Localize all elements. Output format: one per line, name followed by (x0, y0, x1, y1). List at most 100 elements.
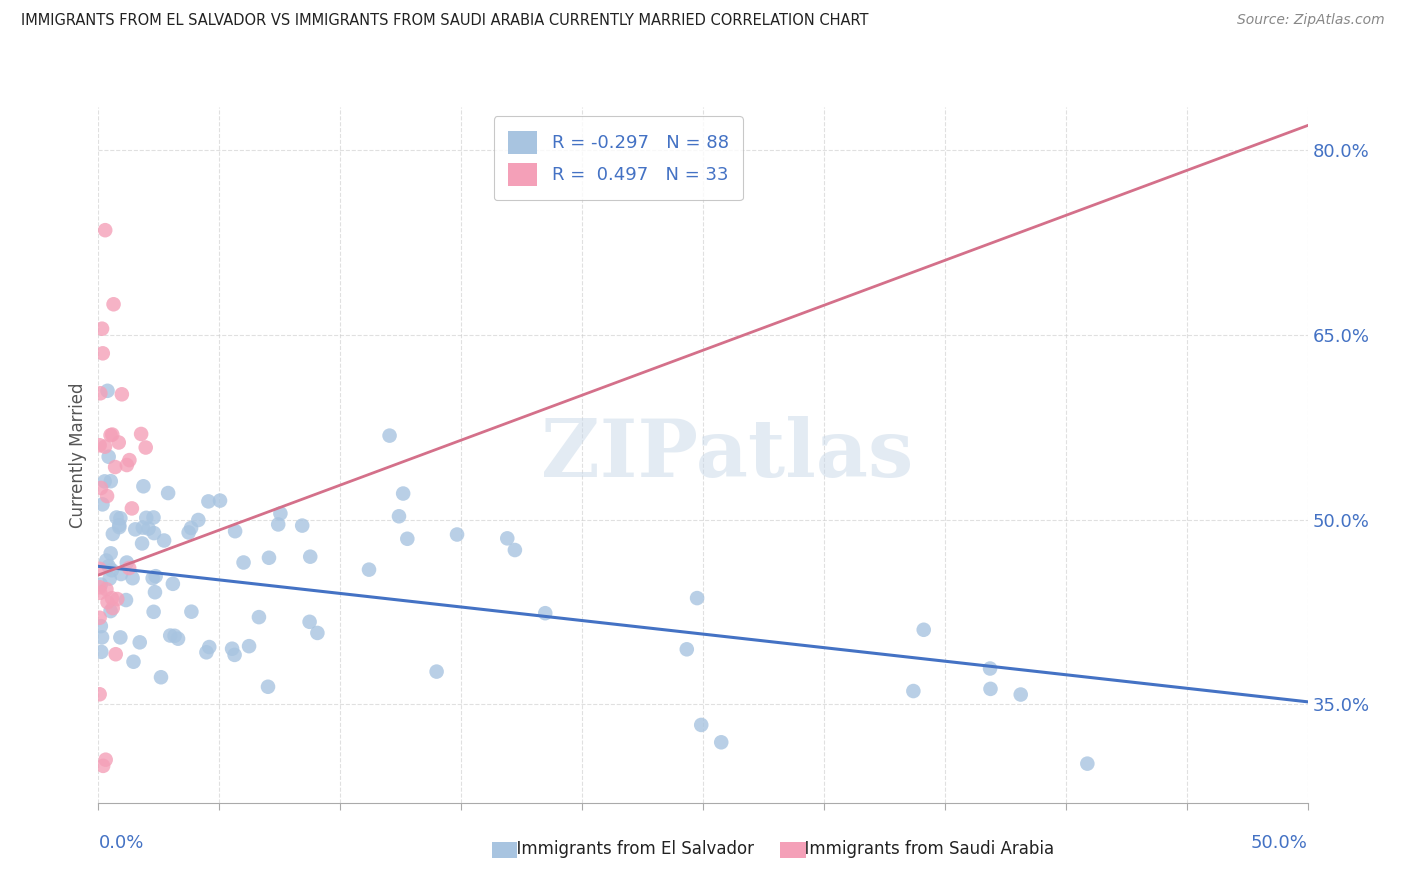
Point (96, 384, 118, 398)
Point (121, 571, 143, 585)
Text: 0.0%: 0.0% (98, 834, 143, 852)
Point (503, 543, 526, 558)
Point (96, 582, 118, 597)
Point (96, 595, 118, 609)
Point (269, 507, 291, 521)
Point (94, 440, 117, 454)
Point (135, 511, 157, 525)
Point (91, 346, 114, 360)
Point (1076, 756, 1098, 771)
Point (298, 615, 321, 629)
Point (124, 522, 146, 536)
Point (378, 428, 401, 442)
Point (710, 735, 733, 749)
Point (903, 684, 925, 698)
Point (177, 525, 200, 540)
Point (100, 474, 122, 488)
Point (101, 563, 124, 577)
Point (167, 632, 190, 646)
Point (163, 629, 186, 643)
Point (131, 536, 153, 550)
Text: IMMIGRANTS FROM EL SALVADOR VS IMMIGRANTS FROM SAUDI ARABIA CURRENTLY MARRIED CO: IMMIGRANTS FROM EL SALVADOR VS IMMIGRANT… (21, 13, 869, 29)
Point (118, 453, 141, 467)
Point (101, 427, 124, 442)
Point (89, 687, 111, 701)
Point (115, 556, 138, 570)
Point (110, 567, 132, 582)
Point (912, 623, 935, 637)
Point (247, 610, 270, 624)
Point (118, 561, 141, 575)
Point (101, 527, 124, 541)
Point (90, 481, 112, 495)
Point (150, 670, 173, 684)
Point (89, 438, 111, 452)
Point (690, 718, 713, 732)
Point (90, 619, 112, 633)
Point (100, 546, 122, 560)
Point (108, 520, 131, 534)
Point (90, 645, 112, 659)
Point (115, 458, 138, 472)
Point (110, 511, 132, 525)
Point (110, 631, 132, 645)
Point (979, 681, 1001, 696)
Point (135, 441, 157, 455)
Point (104, 460, 127, 475)
Point (107, 435, 129, 450)
Point (94, 223, 117, 237)
Point (98, 572, 121, 586)
Point (97, 559, 120, 574)
Y-axis label: Currently Married: Currently Married (69, 382, 87, 528)
Point (686, 591, 709, 606)
Point (100, 604, 122, 618)
Point (91, 631, 114, 645)
Point (153, 533, 176, 548)
Text: 50.0%: 50.0% (1251, 834, 1308, 852)
Point (129, 427, 152, 442)
Point (89, 586, 111, 600)
Point (180, 521, 202, 535)
Point (97, 450, 120, 464)
Point (224, 648, 246, 662)
Point (159, 628, 181, 642)
Point (224, 524, 246, 539)
Point (198, 640, 221, 654)
Point (157, 486, 180, 500)
Point (91, 759, 114, 773)
Point (496, 532, 519, 546)
Point (197, 494, 219, 508)
Text: Immigrants from Saudi Arabia: Immigrants from Saudi Arabia (794, 840, 1054, 858)
Point (267, 517, 290, 532)
Point (307, 626, 329, 640)
Text: Source: ZipAtlas.com: Source: ZipAtlas.com (1237, 13, 1385, 28)
Point (426, 665, 449, 679)
Point (89, 580, 111, 594)
Point (396, 532, 419, 546)
Point (121, 501, 143, 516)
Point (94, 753, 117, 767)
Point (105, 592, 128, 607)
Point (93, 475, 115, 489)
Point (128, 635, 150, 649)
Point (115, 593, 138, 607)
Point (101, 601, 124, 615)
Point (392, 486, 415, 500)
Point (101, 591, 124, 606)
Point (122, 655, 145, 669)
Point (96, 553, 118, 567)
Point (208, 493, 231, 508)
Point (96, 489, 118, 503)
Point (299, 549, 322, 564)
Point (979, 661, 1001, 675)
Point (145, 569, 167, 583)
Point (180, 605, 202, 619)
Point (100, 428, 122, 442)
Point (90, 577, 112, 591)
Point (143, 585, 166, 599)
Text: ZIPatlas: ZIPatlas (541, 416, 914, 494)
Point (111, 387, 134, 401)
Point (89, 386, 111, 401)
Point (143, 526, 166, 541)
Point (238, 639, 260, 653)
